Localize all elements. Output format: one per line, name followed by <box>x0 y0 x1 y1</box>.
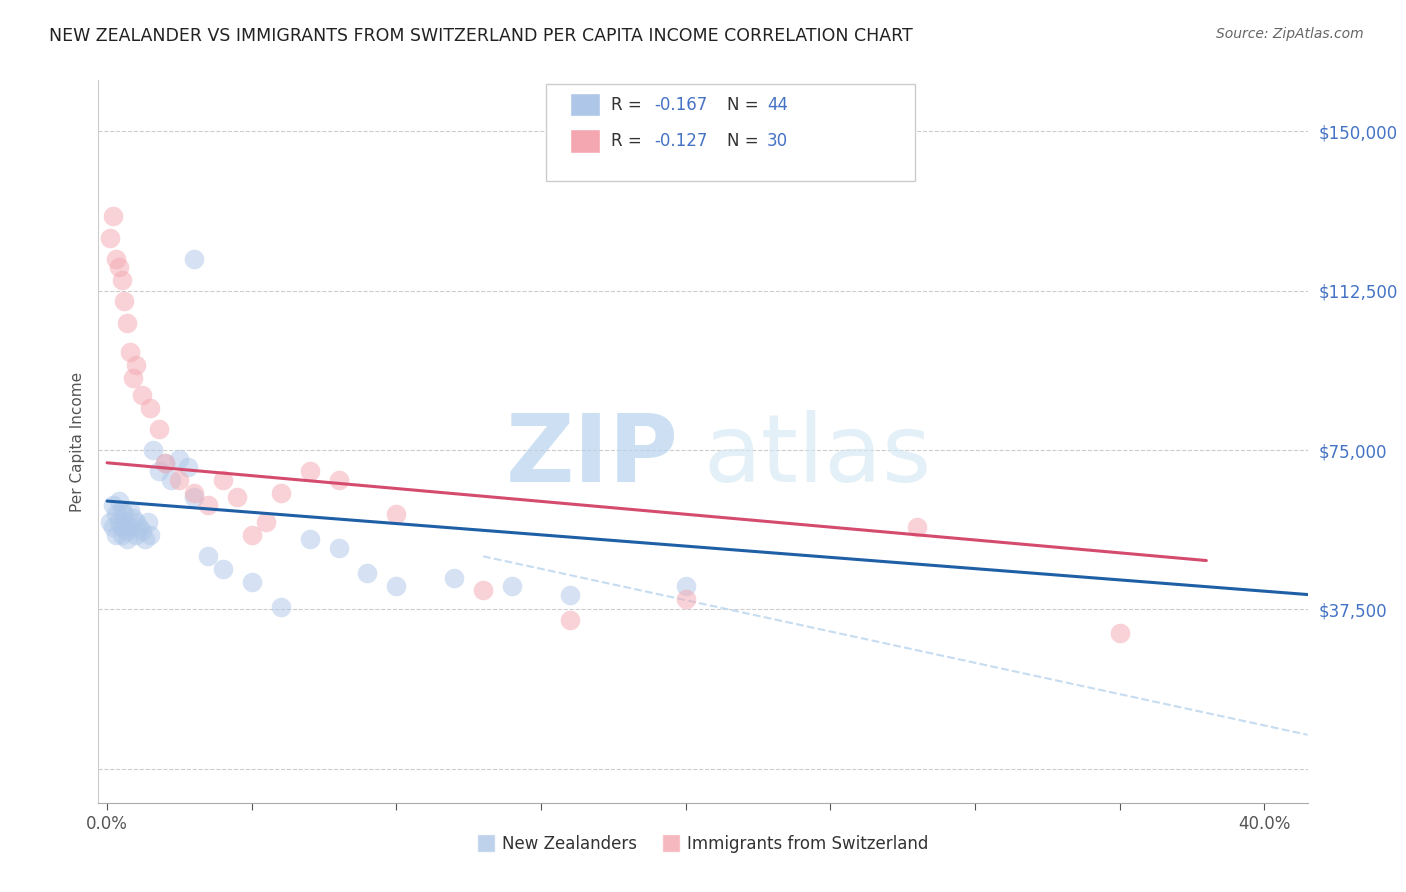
Point <box>169 473 191 487</box>
Point <box>114 507 136 521</box>
Point <box>240 574 263 589</box>
Point <box>905 519 928 533</box>
Bar <box>569 94 600 117</box>
Point <box>270 485 292 500</box>
Text: 30: 30 <box>768 132 789 150</box>
Text: 44: 44 <box>768 95 789 114</box>
Text: atlas: atlas <box>703 410 931 502</box>
Point <box>153 456 176 470</box>
Point <box>240 528 263 542</box>
Point <box>98 230 121 244</box>
Point <box>177 460 200 475</box>
Bar <box>569 129 600 153</box>
Point <box>128 519 150 533</box>
Text: N =: N = <box>727 95 763 114</box>
Point <box>110 273 132 287</box>
Point <box>328 541 350 555</box>
Point <box>125 358 148 372</box>
Point <box>254 516 277 530</box>
Point <box>197 549 219 564</box>
Point <box>131 524 153 538</box>
Text: -0.127: -0.127 <box>655 132 709 150</box>
Point <box>98 516 121 530</box>
Point <box>675 579 697 593</box>
Point <box>136 516 159 530</box>
Y-axis label: Per Capita Income: Per Capita Income <box>69 371 84 512</box>
FancyBboxPatch shape <box>546 84 915 181</box>
Point <box>107 494 129 508</box>
Point <box>558 588 581 602</box>
Point <box>122 371 145 385</box>
Point <box>107 516 129 530</box>
Point <box>356 566 378 581</box>
Point <box>139 528 162 542</box>
Text: NEW ZEALANDER VS IMMIGRANTS FROM SWITZERLAND PER CAPITA INCOME CORRELATION CHART: NEW ZEALANDER VS IMMIGRANTS FROM SWITZER… <box>49 27 912 45</box>
Point <box>131 388 153 402</box>
Point <box>120 519 142 533</box>
Text: ZIP: ZIP <box>506 410 679 502</box>
Point <box>385 579 408 593</box>
Point <box>169 451 191 466</box>
Point <box>328 473 350 487</box>
Point <box>211 473 233 487</box>
Point <box>159 473 181 487</box>
Text: Source: ZipAtlas.com: Source: ZipAtlas.com <box>1216 27 1364 41</box>
Point <box>120 502 142 516</box>
Point <box>110 519 132 533</box>
Point <box>270 600 292 615</box>
Point <box>226 490 249 504</box>
Point <box>197 498 219 512</box>
Point <box>125 516 148 530</box>
Text: R =: R = <box>612 95 647 114</box>
Point <box>101 209 124 223</box>
Point <box>101 498 124 512</box>
Point <box>114 516 136 530</box>
Text: -0.167: -0.167 <box>655 95 707 114</box>
Legend: New Zealanders, Immigrants from Switzerland: New Zealanders, Immigrants from Switzerl… <box>471 828 935 860</box>
Text: N =: N = <box>727 132 763 150</box>
Point <box>117 533 139 547</box>
Point <box>110 528 132 542</box>
Point <box>104 528 127 542</box>
Point <box>101 519 124 533</box>
Point <box>385 507 408 521</box>
Point <box>183 252 205 266</box>
Point <box>183 485 205 500</box>
Point <box>134 533 156 547</box>
Point <box>120 345 142 359</box>
Point <box>211 562 233 576</box>
Point <box>107 260 129 275</box>
Point <box>298 464 321 478</box>
Point <box>117 524 139 538</box>
Point <box>117 316 139 330</box>
Point <box>114 294 136 309</box>
Point <box>443 570 465 584</box>
Point <box>183 490 205 504</box>
Point <box>675 591 697 606</box>
Text: R =: R = <box>612 132 647 150</box>
Point <box>125 528 148 542</box>
Point <box>472 583 495 598</box>
Point <box>501 579 523 593</box>
Point <box>153 456 176 470</box>
Point <box>1108 625 1130 640</box>
Point <box>142 443 165 458</box>
Point <box>104 252 127 266</box>
Point <box>148 464 170 478</box>
Point <box>139 401 162 415</box>
Point <box>298 533 321 547</box>
Point <box>122 511 145 525</box>
Point <box>558 613 581 627</box>
Point <box>148 422 170 436</box>
Point <box>104 507 127 521</box>
Point <box>110 502 132 516</box>
